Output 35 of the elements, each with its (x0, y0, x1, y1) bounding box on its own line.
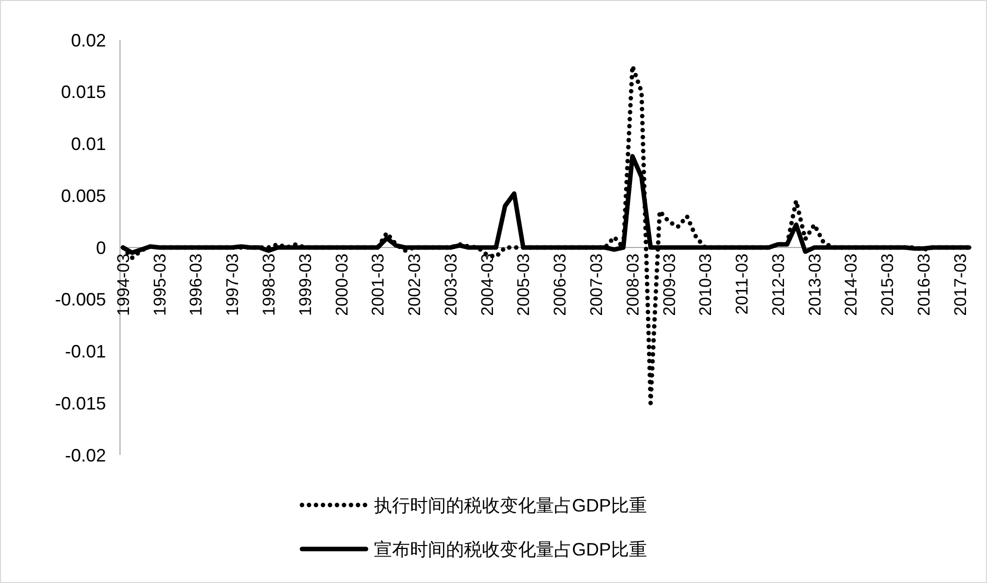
y-tick-label: 0.01 (70, 134, 106, 154)
y-tick-label: -0.005 (54, 290, 106, 310)
x-tick-label: 2007-03 (586, 254, 606, 316)
x-tick-label: 2015-03 (878, 254, 898, 316)
x-tick-label: 2011-03 (732, 254, 752, 315)
x-tick-label: 2013-03 (805, 254, 824, 316)
x-tick-label: 2000-03 (332, 254, 352, 316)
x-tick-label: 2010-03 (696, 254, 716, 316)
y-tick-label: 0.02 (70, 30, 106, 50)
y-tick-label: 0.015 (60, 82, 106, 102)
x-tick-label: 2008-03 (623, 254, 642, 316)
x-tick-label: 1995-03 (150, 254, 170, 316)
x-tick-label: 2003-03 (441, 254, 460, 316)
y-tick-label: -0.015 (54, 393, 106, 414)
x-tick-label: 1999-03 (296, 254, 315, 316)
x-tick-label: 2006-03 (550, 254, 570, 316)
x-tick-label: 1996-03 (186, 254, 206, 316)
x-tick-label: 2016-03 (914, 254, 934, 316)
y-tick-label: 0.005 (60, 186, 106, 206)
x-tick-label: 2014-03 (842, 254, 861, 316)
x-tick-label: 2001-03 (368, 254, 388, 316)
x-tick-label: 1998-03 (260, 254, 278, 316)
x-tick-label: 2012-03 (768, 254, 788, 316)
legend-label: 宣布时间的税收变化量占GDP比重 (374, 539, 648, 560)
x-tick-label: 1997-03 (223, 254, 242, 316)
y-tick-label: -0.01 (64, 342, 106, 362)
x-tick-label: 2002-03 (405, 254, 424, 316)
x-tick-label: 1994-03 (114, 254, 133, 316)
y-tick-label: -0.02 (64, 445, 106, 466)
y-tick-label: 0 (96, 238, 106, 258)
x-tick-label: 2005-03 (514, 254, 534, 316)
legend-label: 执行时间的税收变化量占GDP比重 (374, 495, 648, 516)
x-tick-label: 2004-03 (478, 254, 497, 316)
x-tick-label: 2017-03 (950, 254, 970, 316)
x-tick-label: 2009-03 (660, 254, 679, 316)
